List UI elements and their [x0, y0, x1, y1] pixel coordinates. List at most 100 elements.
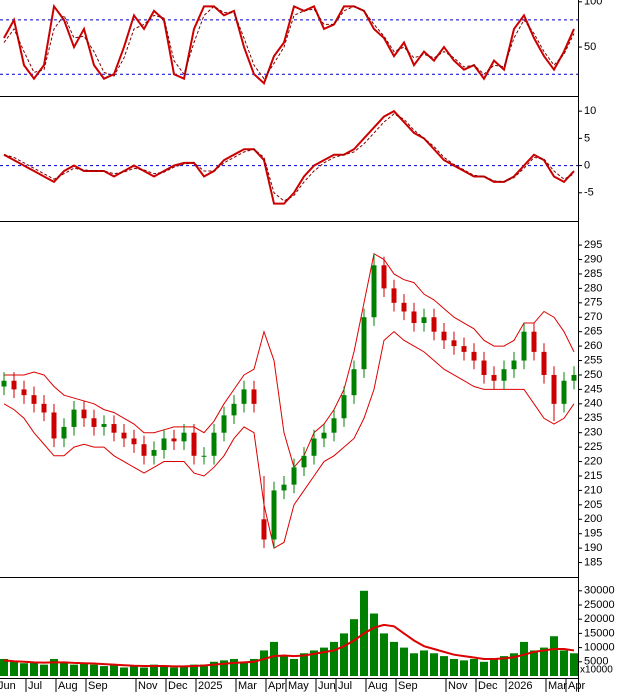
- volume-bar: [260, 650, 268, 676]
- x-tick-label: Sep: [88, 680, 108, 692]
- volume-bar: [350, 619, 358, 676]
- volume-bar: [380, 633, 388, 676]
- x-tick-label: Mar: [238, 680, 257, 692]
- candle-body: [411, 311, 417, 324]
- y-tick-label: 200: [584, 513, 602, 525]
- y-tick-label: 220: [584, 455, 602, 467]
- y-tick-label: 205: [584, 499, 602, 511]
- candle-body: [491, 374, 497, 381]
- y-tick-label: 10: [584, 105, 596, 117]
- indicator-line: [3, 3, 575, 85]
- volume-bar: [430, 653, 438, 676]
- candle-body: [151, 450, 157, 456]
- candle-body: [301, 455, 307, 468]
- x-tick-label: Jun: [318, 680, 336, 692]
- candle-body: [571, 374, 577, 381]
- volume-bar: [490, 658, 498, 676]
- candle-body: [11, 380, 17, 390]
- volume-bar: [100, 666, 108, 676]
- volume-bar: [40, 664, 48, 676]
- candle-body: [91, 418, 97, 427]
- y-tick-label: 275: [584, 297, 602, 309]
- x-tick-label: 2026: [508, 680, 532, 692]
- volume-bar: [270, 641, 278, 676]
- x-tick-label: Nov: [138, 680, 158, 692]
- candle-body: [261, 519, 267, 540]
- unit-label: x10000: [580, 665, 613, 676]
- y-tick-label: 185: [584, 556, 602, 568]
- candle-body: [61, 426, 67, 439]
- panel: [0, 3, 578, 85]
- x-tick-label: 2025: [198, 680, 222, 692]
- panel: [0, 109, 578, 205]
- candle-body: [371, 265, 377, 318]
- x-tick-label: Aug: [58, 680, 78, 692]
- candle-body: [171, 438, 177, 442]
- volume-bar: [420, 650, 428, 676]
- candle-body: [511, 360, 517, 370]
- candle-body: [531, 331, 537, 352]
- volume-bar: [390, 641, 398, 676]
- candle-body: [401, 302, 407, 312]
- volume-bar: [80, 663, 88, 676]
- volume-bar: [280, 656, 288, 676]
- volume-bar: [210, 661, 218, 676]
- y-tick-label: 50: [584, 41, 596, 53]
- y-tick-label: 250: [584, 369, 602, 381]
- candle-body: [1, 380, 7, 387]
- candle-body: [501, 369, 507, 381]
- volume-ma: [3, 623, 575, 668]
- candle-body: [121, 432, 127, 439]
- volume-bar: [220, 660, 228, 676]
- volume-bar: [20, 663, 28, 676]
- candle-body: [461, 346, 467, 352]
- y-tick-label: 290: [584, 253, 602, 265]
- candle-body: [21, 389, 27, 396]
- candle-body: [431, 317, 437, 332]
- panel: [0, 590, 578, 676]
- y-tick-label: 0: [584, 159, 590, 171]
- y-tick-label: 5: [584, 132, 590, 144]
- y-tick-label: 270: [584, 311, 602, 323]
- volume-bar: [450, 658, 458, 676]
- y-tick-label: 280: [584, 282, 602, 294]
- y-tick-label: 230: [584, 427, 602, 439]
- candle-body: [481, 360, 487, 375]
- candle-body: [281, 484, 287, 491]
- volume-bar: [140, 667, 148, 676]
- candle-body: [391, 288, 397, 303]
- y-tick-label: 190: [584, 542, 602, 554]
- y-tick-label: 10000: [584, 642, 615, 654]
- volume-bar: [60, 661, 68, 676]
- volume-bar: [0, 658, 8, 676]
- x-tick-label: Apr: [568, 680, 585, 692]
- candle-body: [331, 418, 337, 433]
- candle-body: [361, 317, 367, 370]
- volume-bar: [120, 667, 128, 676]
- candle-body: [201, 455, 207, 457]
- volume-bar: [400, 647, 408, 676]
- candle-body: [441, 331, 447, 341]
- volume-bar: [110, 664, 118, 676]
- volume-bar: [300, 653, 308, 676]
- candle-body: [31, 395, 37, 404]
- candle-body: [71, 409, 77, 427]
- candle-body: [551, 374, 557, 404]
- candle-body: [141, 444, 147, 456]
- x-tick-label: Aug: [368, 680, 388, 692]
- x-tick-label: Sep: [398, 680, 418, 692]
- candle-body: [221, 415, 227, 433]
- volume-bar: [570, 653, 578, 676]
- panel: [1, 252, 577, 549]
- x-tick-label: May: [288, 680, 309, 692]
- volume-bar: [530, 650, 538, 676]
- volume-bar: [250, 658, 258, 676]
- y-tick-label: 15000: [584, 627, 615, 639]
- volume-bar: [230, 658, 238, 676]
- volume-bar: [520, 641, 528, 676]
- volume-bar: [410, 653, 418, 676]
- candle-body: [251, 389, 257, 404]
- y-tick-label: 20000: [584, 613, 615, 625]
